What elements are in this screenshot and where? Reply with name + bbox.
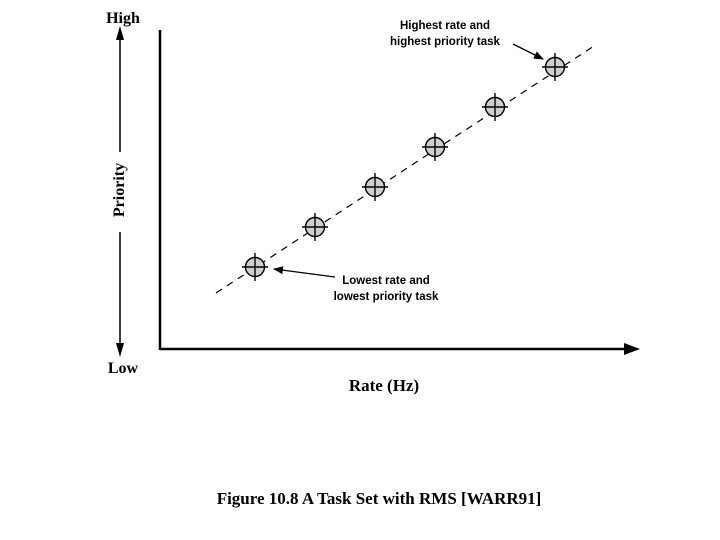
task-marker — [422, 133, 448, 161]
figure-caption: Figure 10.8 A Task Set with RMS [WARR91] — [217, 489, 542, 508]
priority-arrowhead-up — [116, 26, 124, 40]
task-markers — [242, 53, 568, 281]
task-marker — [542, 53, 568, 81]
highest-annotation-line2: highest priority task — [390, 36, 501, 48]
lowest-annotation-arrow — [273, 266, 336, 278]
x-axis-title: Rate (Hz) — [349, 376, 419, 395]
lowest-annotation-line2: lowest priority task — [334, 291, 439, 303]
x-axis-arrowhead — [624, 343, 640, 355]
task-marker — [362, 173, 388, 201]
task-marker — [242, 253, 268, 281]
highest-annotation-line1: Highest rate and — [400, 20, 490, 32]
highest-annotation-arrow — [512, 43, 544, 60]
rms-trend-line — [215, 45, 595, 294]
task-marker — [482, 93, 508, 121]
lowest-annotation-line1: Lowest rate and — [342, 275, 430, 287]
priority-arrowhead-down — [116, 343, 124, 357]
y-axis-title: Priority — [111, 163, 128, 217]
task-marker — [302, 213, 328, 241]
y-axis-low-label: Low — [108, 360, 139, 377]
y-axis-high-label: High — [106, 10, 140, 27]
